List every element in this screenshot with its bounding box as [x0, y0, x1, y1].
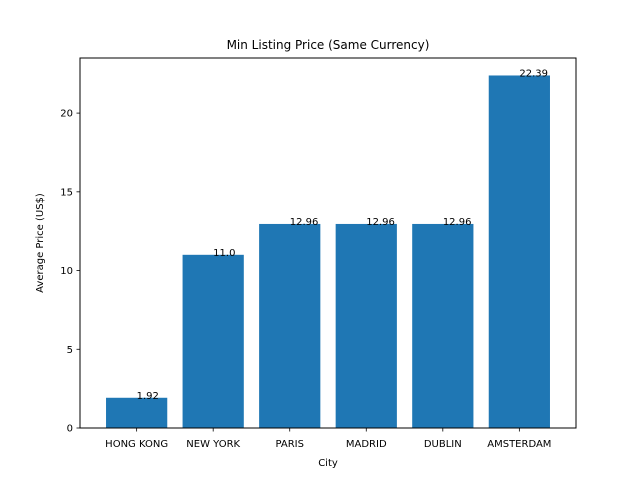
x-tick-label: HONG KONG [105, 439, 168, 450]
bar-new-york [182, 254, 244, 428]
y-tick-label: 5 [67, 345, 73, 356]
y-tick-label: 0 [67, 424, 73, 435]
bar-hong-kong [106, 397, 168, 428]
x-tick-label: MADRID [346, 439, 387, 450]
x-tick-label: AMSTERDAM [487, 439, 551, 450]
x-tick-label: DUBLIN [424, 439, 462, 450]
y-tick-label: 10 [60, 266, 73, 277]
chart-title: Min Listing Price (Same Currency) [227, 38, 430, 52]
bar-amsterdam [488, 75, 550, 428]
bar-value-label: 12.96 [443, 217, 472, 228]
x-axis-label: City [318, 458, 338, 469]
ticks-layer: HONG KONG NEW YORK PARIS MADRID DUBLIN AMSTER… [60, 109, 551, 450]
bar-value-label: 12.96 [366, 217, 395, 228]
bars-layer [106, 75, 550, 428]
value-labels-layer: 1.92 11.0 12.96 12.96 12.96 22.39 [137, 68, 548, 401]
y-tick-label: 20 [60, 109, 73, 120]
bar-paris [259, 223, 321, 428]
bar-value-label: 12.96 [290, 217, 319, 228]
plot-frame [79, 57, 577, 429]
bar-value-label: 1.92 [137, 391, 159, 402]
bar-dublin [412, 223, 474, 428]
bar-value-label: 11.0 [213, 248, 235, 259]
bar-value-label: 22.39 [519, 68, 548, 79]
y-tick-label: 15 [60, 187, 73, 198]
x-tick-label: PARIS [275, 439, 303, 450]
x-tick-label: NEW YORK [186, 439, 240, 450]
bar-madrid [335, 223, 397, 428]
y-axis-label: Average Price (US$) [35, 193, 46, 293]
